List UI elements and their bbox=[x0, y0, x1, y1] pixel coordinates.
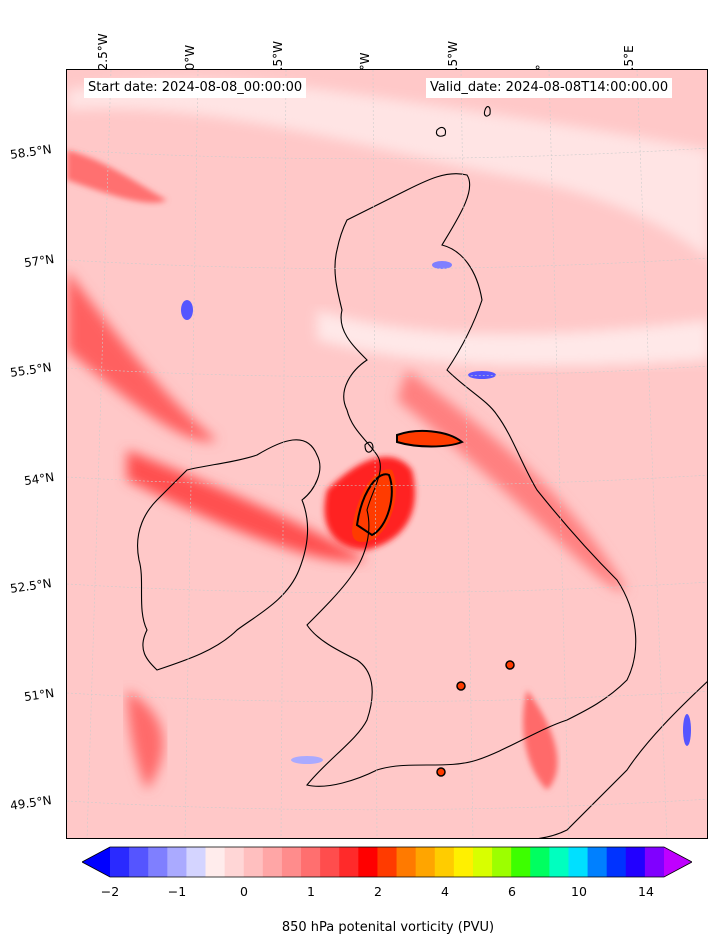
colorbar-segment bbox=[396, 847, 417, 877]
pv-colorbar bbox=[82, 846, 692, 878]
pv-low-band-mid bbox=[317, 310, 707, 366]
colorbar-segment bbox=[415, 847, 436, 877]
colorbar-segment bbox=[110, 847, 130, 877]
colorbar-segment bbox=[511, 847, 531, 877]
colorbar-segment bbox=[606, 847, 627, 877]
valid-date-label: Valid_date: 2024-08-08T14:00:00.00 bbox=[426, 78, 673, 98]
colorbar-extend-max bbox=[664, 847, 692, 877]
colorbar-segment bbox=[453, 847, 474, 877]
colorbar-segment bbox=[320, 847, 340, 877]
pv-negative-spot-southwest bbox=[291, 756, 323, 764]
pv-band-northwest bbox=[67, 150, 167, 203]
pv-low-band-north bbox=[67, 80, 707, 259]
colorbar-segment bbox=[568, 847, 589, 877]
pv-contour-ring-3 bbox=[436, 767, 446, 777]
colorbar-tick-minus-1: −1 bbox=[167, 884, 187, 899]
lat-label-54n: 54°N bbox=[23, 469, 56, 489]
graticule bbox=[67, 70, 707, 838]
colorbar-tick-minus-2: −2 bbox=[100, 884, 120, 899]
colorbar-segment bbox=[129, 847, 149, 877]
graticule-lon-12-5w bbox=[86, 70, 112, 838]
orkney-coastline bbox=[435, 126, 446, 137]
pv-negative-spot-west bbox=[181, 300, 193, 320]
isle-of-man-coastline bbox=[364, 441, 374, 453]
graticule-lat-51n bbox=[67, 690, 707, 703]
colorbar-segment bbox=[587, 847, 608, 877]
pv-band-southwest bbox=[127, 690, 164, 790]
ireland-coastline bbox=[137, 439, 321, 671]
lat-label-58-5n: 58.5°N bbox=[9, 142, 53, 162]
pv-map-panel bbox=[66, 69, 708, 839]
graticule-lon-10w bbox=[184, 70, 199, 838]
pv-contour-ring-2 bbox=[456, 681, 466, 691]
pv-max-contour-outline bbox=[355, 473, 393, 537]
graticule-lon-5w bbox=[372, 70, 378, 838]
lat-label-52-5n: 52.5°N bbox=[9, 576, 53, 596]
lat-label-57n: 57°N bbox=[23, 251, 56, 271]
shetland-coastline bbox=[483, 105, 491, 117]
colorbar-segment bbox=[339, 847, 359, 877]
pv-max-contour bbox=[352, 469, 396, 542]
pv-field-map bbox=[67, 70, 707, 838]
france-coastline bbox=[538, 681, 707, 838]
pv-negative-spot-northeast bbox=[468, 371, 496, 379]
lat-label-51n: 51°N bbox=[23, 685, 56, 705]
pv-band-southeast bbox=[523, 690, 558, 790]
colorbar-label: 850 hPa potenital vorticity (PVU) bbox=[281, 920, 495, 935]
graticule-lon-2-5w bbox=[460, 70, 474, 838]
colorbar-tick-1: 1 bbox=[307, 884, 315, 899]
colorbar-segment bbox=[301, 847, 321, 877]
colorbar-segment bbox=[434, 847, 455, 877]
graticule-lat-55-5n bbox=[67, 365, 707, 378]
graticule-lat-58-5n bbox=[67, 147, 707, 160]
colorbar-segment bbox=[549, 847, 569, 877]
colorbar-tick-14: 14 bbox=[638, 884, 654, 899]
colorbar-segment bbox=[186, 847, 207, 877]
colorbar-segment bbox=[148, 847, 168, 877]
graticule-lon-7-5w bbox=[280, 70, 287, 838]
colorbar-tick-6: 6 bbox=[508, 884, 516, 899]
colorbar-segment bbox=[377, 847, 398, 877]
colorbar-segment bbox=[530, 847, 550, 877]
graticule-lon-0 bbox=[548, 70, 570, 838]
colorbar-segment bbox=[224, 847, 245, 877]
colorbar-tick-10: 10 bbox=[571, 884, 587, 899]
graticule-lat-54n bbox=[67, 474, 707, 487]
colorbar-segment bbox=[625, 847, 646, 877]
lat-label-49-5n: 49.5°N bbox=[9, 793, 53, 813]
colorbar-segment bbox=[281, 847, 302, 877]
colorbar-tick-0: 0 bbox=[240, 884, 248, 899]
pv-contour-north-england bbox=[396, 430, 464, 448]
pv-negative-spot-channel bbox=[683, 714, 691, 746]
graticule-lat-49-5n bbox=[67, 798, 707, 811]
graticule-lat-52-5n bbox=[67, 581, 707, 594]
graticule-lat-57n bbox=[67, 257, 707, 270]
colorbar-outline bbox=[82, 846, 692, 878]
colorbar-tick-4: 4 bbox=[441, 884, 449, 899]
colorbar-segment bbox=[644, 847, 665, 877]
colorbar-segment bbox=[205, 847, 226, 877]
great-britain-coastline bbox=[306, 173, 637, 787]
lat-label-55-5n: 55.5°N bbox=[9, 360, 53, 380]
colorbar-segment bbox=[243, 847, 264, 877]
start-date-label: Start date: 2024-08-08_00:00:00 bbox=[84, 78, 307, 98]
colorbar-tick-2: 2 bbox=[374, 884, 382, 899]
colorbar-segment bbox=[492, 847, 512, 877]
graticule-lon-2-5e bbox=[636, 70, 668, 838]
pv-band-england bbox=[397, 370, 627, 591]
colorbar-segment bbox=[358, 847, 378, 877]
colorbar-segment bbox=[262, 847, 283, 877]
pv-band-atlantic bbox=[67, 270, 217, 442]
colorbar-segment bbox=[472, 847, 493, 877]
colorbar-segment bbox=[167, 847, 187, 877]
coastlines bbox=[137, 105, 707, 838]
pv-negative-spot-scotland bbox=[432, 261, 452, 269]
colorbar-extend-min bbox=[82, 847, 110, 877]
pv-contour-ring-1 bbox=[505, 660, 515, 670]
